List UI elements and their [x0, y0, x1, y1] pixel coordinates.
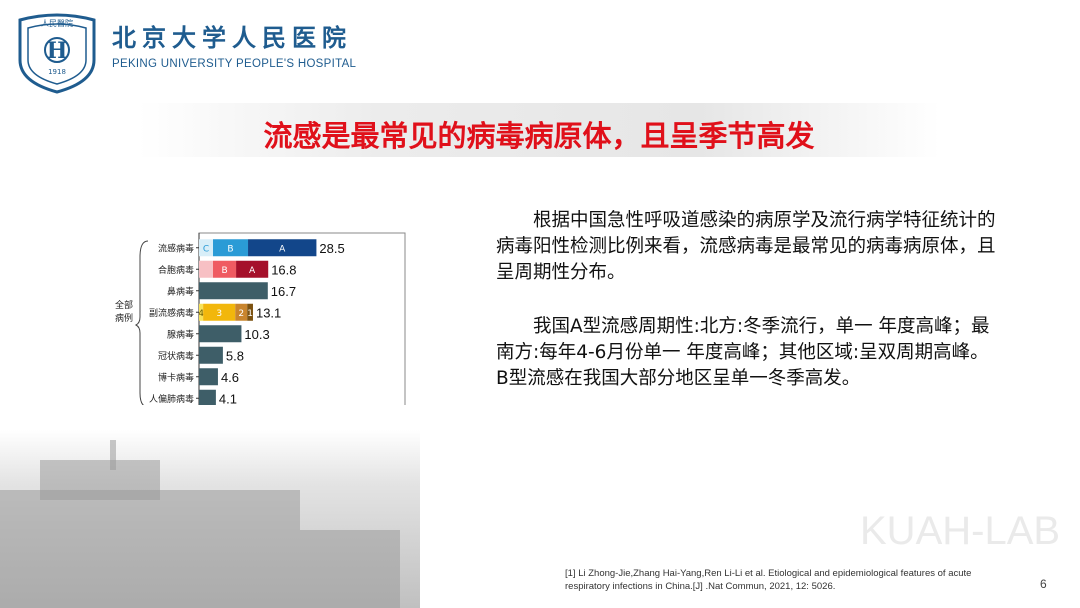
value-label: 13.1	[256, 305, 281, 320]
hospital-building-photo	[0, 430, 420, 608]
hospital-logo: 人民醫院 H 1918	[18, 13, 96, 94]
category-label: 鼻病毒	[167, 285, 194, 297]
category-label: 腺病毒	[167, 328, 194, 340]
bar-segment	[248, 239, 317, 257]
hospital-name-en: PEKING UNIVERSITY PEOPLE'S HOSPITAL	[112, 58, 357, 70]
bar-segment	[213, 260, 237, 278]
segment-label: C	[203, 244, 209, 254]
value-label: 16.8	[271, 262, 296, 277]
bar-segment	[199, 303, 204, 321]
bar	[199, 389, 216, 405]
value-label: 4.6	[221, 370, 239, 385]
bar	[199, 282, 268, 300]
value-label: 10.3	[244, 327, 269, 342]
segment-label: 1	[247, 309, 253, 319]
category-label: 人偏肺病毒	[149, 393, 194, 405]
segment-label: A	[249, 266, 256, 276]
category-label: 流感病毒	[158, 242, 194, 254]
value-label: 16.7	[271, 284, 296, 299]
segment-label: B	[221, 266, 227, 276]
bar-segment	[199, 239, 214, 257]
slide-title: 流感是最常见的病毒病原体，且呈季节高发	[263, 119, 815, 153]
category-label: 副流感病毒	[149, 307, 194, 319]
hospital-name-cn: 北京大学人民医院	[112, 23, 352, 52]
bar-segment	[235, 303, 248, 321]
bar-segment	[247, 303, 253, 321]
segment-label: 2	[238, 309, 244, 319]
segment-label: 4	[198, 309, 204, 319]
paragraph-2: 我国A型流感周期性:北方:冬季流行，单一 年度高峰；最南方:每年4-6月份单一 …	[496, 316, 990, 389]
svg-text:H: H	[47, 38, 68, 64]
segment-label: A	[279, 244, 286, 254]
bar-segment	[203, 303, 236, 321]
bar-segment	[236, 260, 269, 278]
title-banner: 流感是最常见的病毒病原体，且呈季节高发	[138, 103, 940, 157]
bar	[199, 368, 218, 386]
paragraph-1: 根据中国急性呼吸道感染的病原学及流行病学特征统计的病毒阳性检测比例来看，流感病毒…	[496, 210, 996, 283]
virus-positivity-chart: 流感病毒 C B A 28.5 合胞病毒 B A 16.8 鼻病毒 16.7 副流感病毒 4 3 2 1 13.…	[134, 232, 406, 405]
value-label: 28.5	[319, 241, 344, 256]
group-label: 全部病例	[114, 301, 133, 324]
bar	[199, 325, 242, 343]
value-label: 4.1	[219, 391, 237, 405]
bar-segment	[199, 260, 214, 278]
bar	[199, 346, 223, 364]
category-label: 博卡病毒	[158, 371, 194, 383]
category-label: 合胞病毒	[158, 264, 194, 276]
category-label: 冠状病毒	[158, 350, 194, 362]
segment-label: B	[227, 244, 233, 254]
reference-citation: [1] Li Zhong-Jie,Zhang Hai-Yang,Ren Li-L…	[565, 568, 972, 592]
segment-label: 3	[216, 309, 222, 319]
bar-segment	[213, 239, 249, 257]
svg-text:人民醫院: 人民醫院	[41, 18, 73, 28]
watermark: KUAH-LAB	[860, 509, 1061, 553]
value-label: 5.8	[226, 348, 244, 363]
svg-text:1918: 1918	[48, 68, 66, 76]
group-brace	[134, 240, 149, 405]
page-number: 6	[1040, 577, 1047, 591]
